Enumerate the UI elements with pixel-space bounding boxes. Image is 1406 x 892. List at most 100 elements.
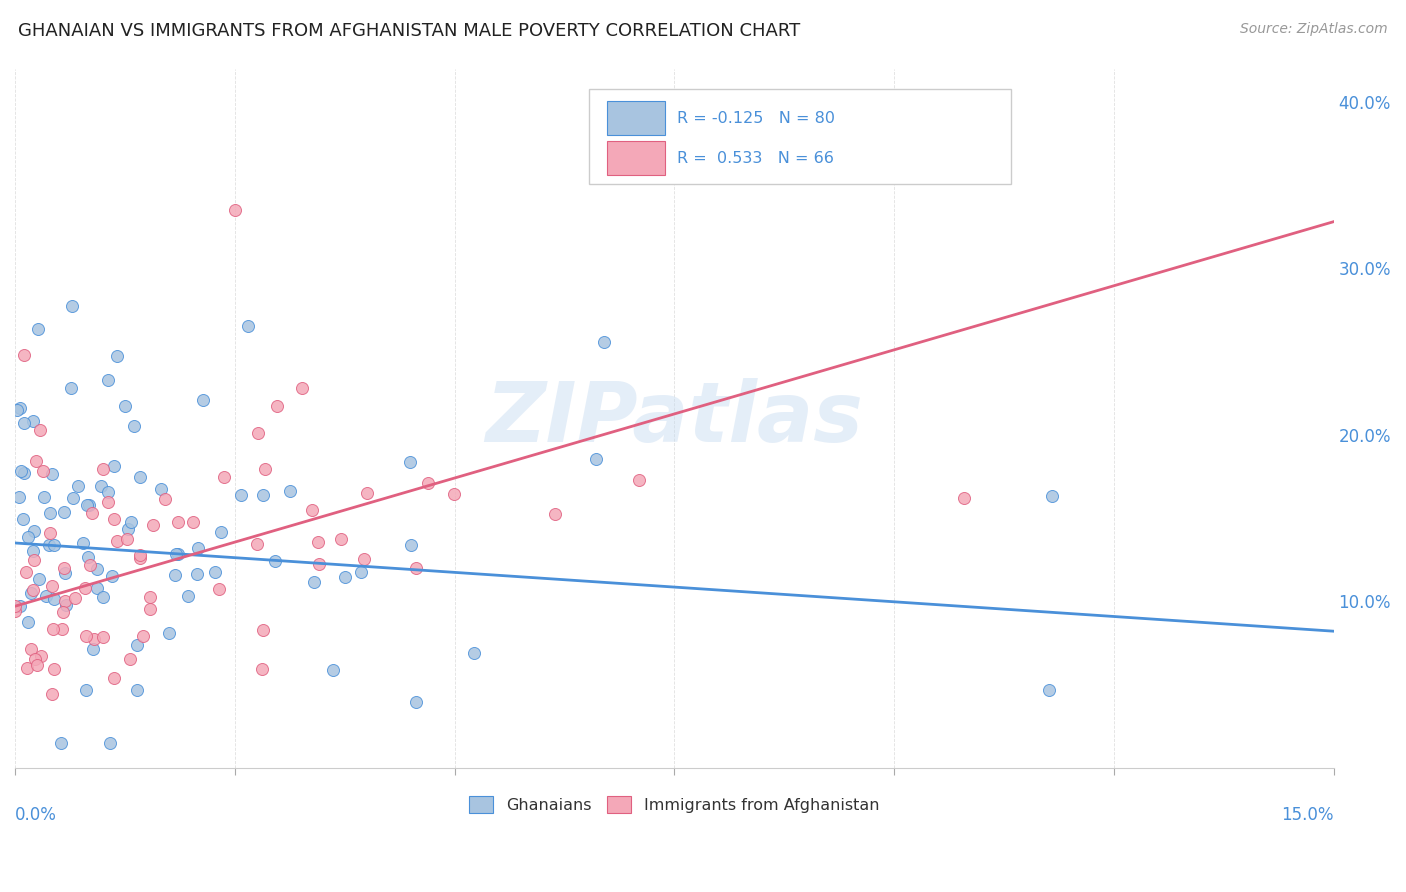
Point xyxy=(115,533,138,547)
Point xyxy=(399,538,422,552)
Point xyxy=(101,569,124,583)
Point xyxy=(463,646,485,660)
Point xyxy=(353,552,375,566)
Point xyxy=(21,583,44,598)
Point xyxy=(91,630,114,644)
Point xyxy=(129,550,152,565)
Point xyxy=(53,594,76,608)
Point xyxy=(6,403,28,417)
FancyBboxPatch shape xyxy=(589,89,1011,184)
Point xyxy=(278,484,301,499)
Point xyxy=(4,599,27,614)
Point xyxy=(443,486,465,500)
Point xyxy=(124,418,146,433)
Point xyxy=(308,558,330,572)
Point xyxy=(127,639,149,653)
Point xyxy=(543,507,565,521)
Point xyxy=(212,470,235,484)
Point xyxy=(208,582,231,597)
Point xyxy=(157,625,180,640)
Point xyxy=(55,599,77,613)
Point xyxy=(32,490,55,504)
Point xyxy=(8,599,31,614)
Point xyxy=(51,622,73,636)
Point xyxy=(53,566,76,581)
Point xyxy=(1040,489,1063,503)
Point xyxy=(28,573,51,587)
Point xyxy=(91,462,114,476)
Point xyxy=(142,517,165,532)
Point xyxy=(41,467,63,482)
Point xyxy=(593,334,616,349)
Text: Source: ZipAtlas.com: Source: ZipAtlas.com xyxy=(1240,22,1388,37)
Point xyxy=(97,495,120,509)
Point xyxy=(138,590,160,604)
Point xyxy=(17,615,39,629)
Point xyxy=(8,401,31,415)
Point xyxy=(254,462,277,476)
Point xyxy=(10,464,32,478)
Point xyxy=(107,534,129,549)
Point xyxy=(15,565,38,579)
Point xyxy=(41,687,63,701)
Point xyxy=(167,515,190,529)
Point xyxy=(39,506,62,520)
Point xyxy=(98,736,121,750)
Point xyxy=(399,455,422,469)
Point xyxy=(266,400,288,414)
Point xyxy=(97,373,120,387)
Point xyxy=(105,349,128,363)
Point xyxy=(13,467,35,481)
Point xyxy=(25,453,48,467)
Point xyxy=(187,541,209,556)
Point xyxy=(82,642,104,657)
Point xyxy=(90,479,112,493)
Point xyxy=(44,592,66,607)
Point xyxy=(224,202,246,217)
Text: R = -0.125   N = 80: R = -0.125 N = 80 xyxy=(676,111,835,126)
Point xyxy=(167,547,190,561)
Point xyxy=(49,736,72,750)
Point xyxy=(139,602,162,616)
Point xyxy=(20,586,42,600)
Point xyxy=(128,549,150,563)
Point xyxy=(41,579,63,593)
Point xyxy=(11,512,34,526)
Text: 0.0%: 0.0% xyxy=(15,806,56,824)
Point xyxy=(86,581,108,595)
Point xyxy=(127,682,149,697)
Point xyxy=(42,662,65,676)
Point xyxy=(62,491,84,505)
Point xyxy=(52,505,75,519)
Point xyxy=(30,648,52,663)
Point xyxy=(67,479,90,493)
Point xyxy=(13,348,35,362)
Point xyxy=(204,565,226,579)
Point xyxy=(17,530,39,544)
Point xyxy=(24,651,46,665)
Point xyxy=(21,544,44,558)
Point xyxy=(120,515,142,529)
Point xyxy=(53,560,76,574)
Point xyxy=(165,547,187,561)
Point xyxy=(118,651,141,665)
Point xyxy=(333,570,356,584)
Point xyxy=(264,554,287,568)
FancyBboxPatch shape xyxy=(607,102,665,135)
Point xyxy=(31,464,53,478)
Point xyxy=(41,622,63,636)
Point xyxy=(22,552,45,566)
Point xyxy=(238,318,260,333)
Point xyxy=(301,502,323,516)
Point xyxy=(52,605,75,619)
Point xyxy=(953,491,976,505)
Point xyxy=(103,512,125,526)
Point xyxy=(165,568,187,582)
Point xyxy=(628,473,651,487)
Point xyxy=(117,522,139,536)
Point xyxy=(405,695,427,709)
Point xyxy=(38,538,60,552)
Point xyxy=(44,538,66,552)
Point xyxy=(20,641,42,656)
Point xyxy=(330,532,353,546)
